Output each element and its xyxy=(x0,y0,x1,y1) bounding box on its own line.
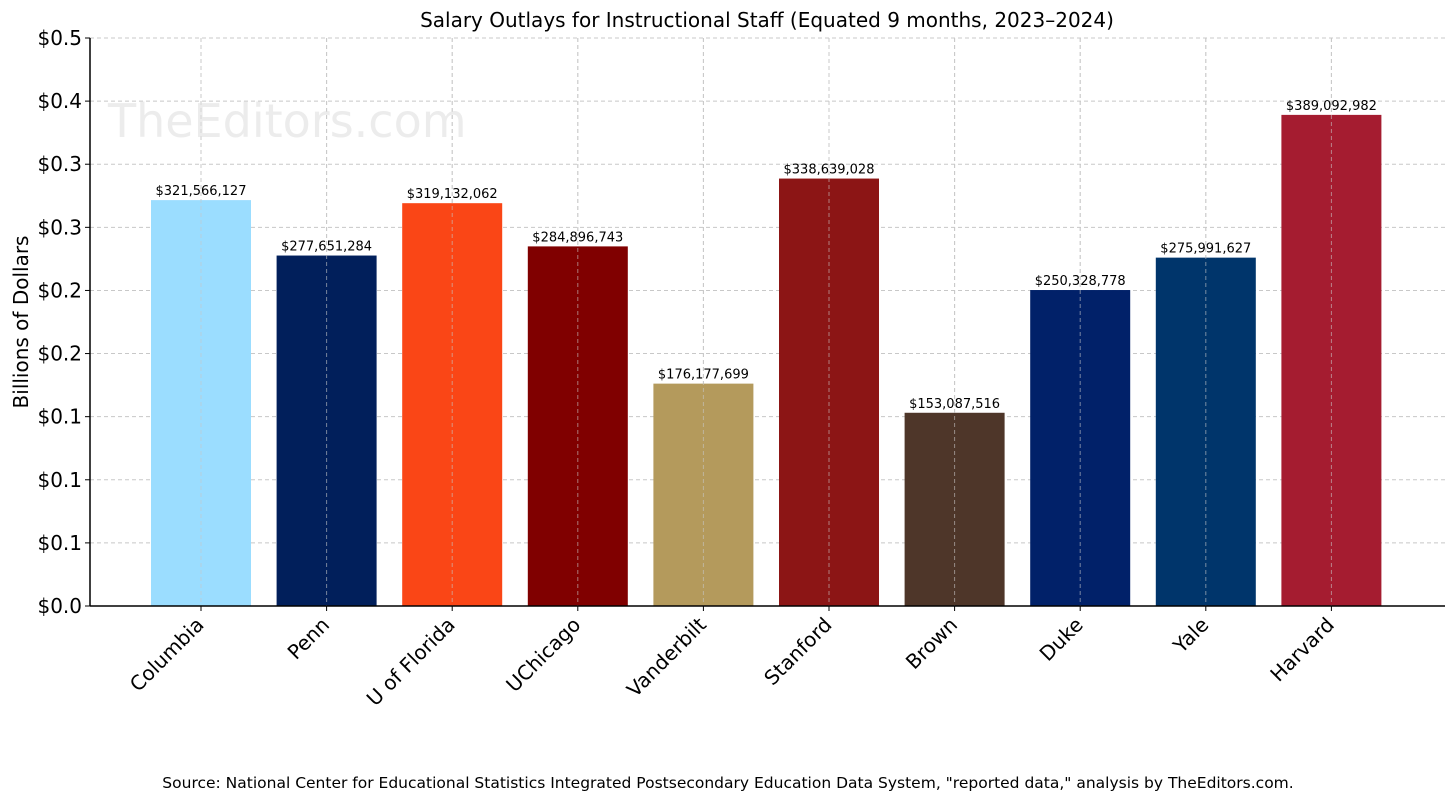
x-tick-label: Columbia xyxy=(125,613,209,697)
y-tick-label: $0.5 xyxy=(37,26,82,50)
x-tick-label: Brown xyxy=(901,613,962,674)
x-tick-label: Yale xyxy=(1168,613,1214,659)
data-label: $153,087,516 xyxy=(909,397,1000,412)
y-axis-label: Billions of Dollars xyxy=(9,236,33,409)
y-tick-label: $0.0 xyxy=(37,594,82,618)
x-tick-label: U of Florida xyxy=(362,613,460,711)
y-tick-label: $0.3 xyxy=(37,152,82,176)
data-label: $389,092,982 xyxy=(1286,99,1377,114)
x-tick-label: UChicago xyxy=(501,613,585,697)
data-label: $321,566,127 xyxy=(156,184,247,199)
y-tick-label: $0.3 xyxy=(37,215,82,239)
y-tick-label: $0.1 xyxy=(37,405,82,429)
y-ticks: $0.0 $0.1 $0.1 $0.1 $0.2 $0.2 $0.3 $0.3 $0.4 $0.5 xyxy=(37,26,90,618)
y-tick-label: $0.1 xyxy=(37,531,82,555)
x-tick-label: Duke xyxy=(1035,613,1088,666)
axes xyxy=(89,38,1445,607)
data-label: $275,991,627 xyxy=(1160,242,1251,257)
data-label: $284,896,743 xyxy=(532,230,623,245)
x-tick-label: Stanford xyxy=(759,613,836,690)
data-label: $176,177,699 xyxy=(658,368,749,383)
source-note: Source: National Center for Educational … xyxy=(162,774,1293,792)
x-tick-label: Harvard xyxy=(1265,613,1339,687)
x-ticks: Columbia Penn U of Florida UChicago Vanderbi… xyxy=(125,606,1339,711)
data-label: $277,651,284 xyxy=(281,240,372,255)
bars: $321,566,127 $277,651,284 $319,132,062 $284… xyxy=(151,38,1382,607)
y-tick-label: $0.2 xyxy=(37,342,82,366)
chart-title: Salary Outlays for Instructional Staff (… xyxy=(420,8,1114,32)
y-tick-label: $0.1 xyxy=(37,468,82,492)
x-tick-label: Vanderbilt xyxy=(622,612,711,701)
x-tick-label: Penn xyxy=(283,613,335,665)
y-tick-label: $0.2 xyxy=(37,278,82,302)
data-label: $319,132,062 xyxy=(407,187,498,202)
data-label: $338,639,028 xyxy=(784,163,875,178)
y-tick-label: $0.4 xyxy=(37,89,82,113)
data-label: $250,328,778 xyxy=(1035,274,1126,289)
watermark: TheEditors.com xyxy=(107,94,467,148)
